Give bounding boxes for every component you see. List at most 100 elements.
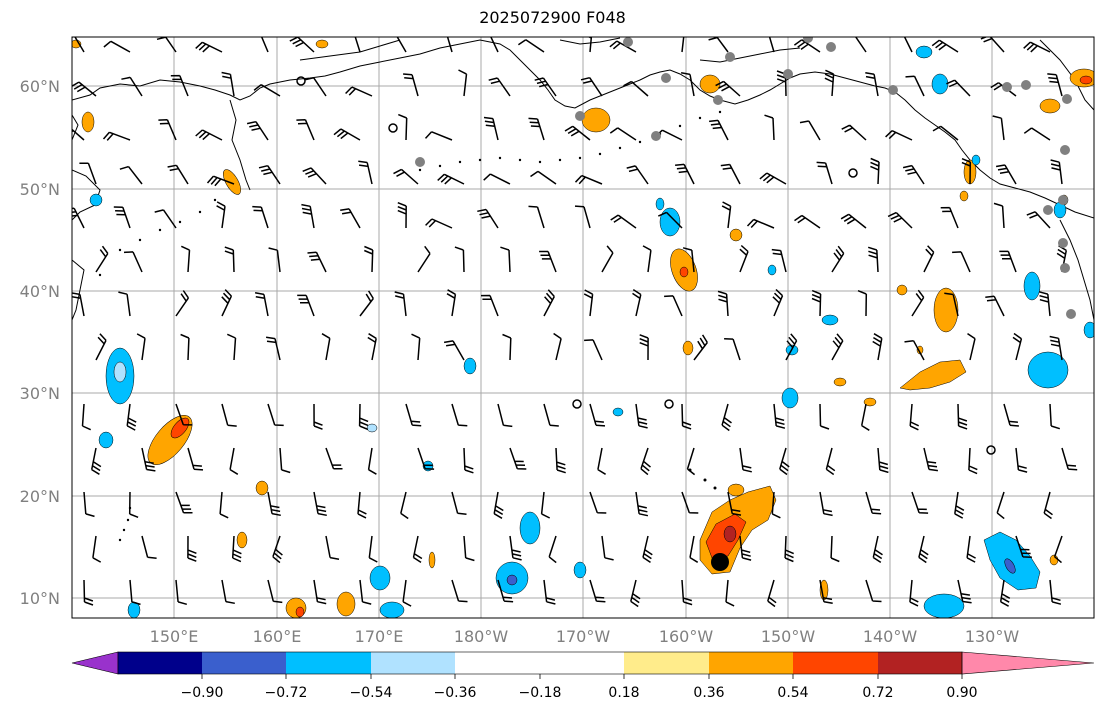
wind-barb xyxy=(589,403,606,427)
wind-barb xyxy=(872,333,883,361)
wind-barbs xyxy=(72,37,1078,608)
wind-barb xyxy=(129,579,141,606)
wind-barb xyxy=(681,403,692,430)
wind-barb xyxy=(252,205,269,229)
lon-label: 170°E xyxy=(355,627,404,646)
station-marker[interactable] xyxy=(1060,263,1070,273)
wind-barb xyxy=(727,491,742,516)
wind-barb xyxy=(265,336,281,361)
map-title: 2025072900 F048 xyxy=(479,8,626,27)
station-marker[interactable] xyxy=(1058,195,1068,205)
colorbar-segment xyxy=(793,652,878,674)
wind-barb xyxy=(564,125,591,141)
wind-barb xyxy=(216,201,226,229)
wind-barb xyxy=(841,124,867,141)
wind-barb xyxy=(358,403,369,431)
wind-barb xyxy=(966,535,976,563)
lon-label: 180°W xyxy=(454,627,509,646)
station-marker[interactable] xyxy=(1043,205,1053,215)
wind-barb xyxy=(154,209,177,229)
wind-barb xyxy=(739,447,752,473)
colorbar-tick-label: 0.72 xyxy=(862,685,893,701)
wind-barb xyxy=(877,447,889,474)
wind-barb xyxy=(957,403,968,430)
wind-barb xyxy=(1023,41,1051,53)
wind-barb xyxy=(867,246,879,273)
wind-barb xyxy=(528,117,545,141)
wind-barb xyxy=(528,205,545,229)
station-marker[interactable] xyxy=(1062,94,1072,104)
wind-barb xyxy=(1061,447,1078,471)
lon-label: 170°W xyxy=(556,627,611,646)
colorbar-tick-label: 0.18 xyxy=(608,685,639,701)
wind-barb xyxy=(583,289,594,317)
lat-axis-labels: 60°N 50°N 40°N 30°N 20°N 10°N xyxy=(20,77,60,608)
station-marker[interactable] xyxy=(623,37,633,47)
coastlines xyxy=(72,37,1094,321)
wind-barb xyxy=(610,214,637,229)
wind-barb xyxy=(229,447,239,475)
station-marker[interactable] xyxy=(415,157,425,167)
wind-barb xyxy=(313,491,327,517)
wind-barb xyxy=(1003,403,1019,427)
station-marker[interactable] xyxy=(725,52,735,62)
wind-barb xyxy=(865,491,882,515)
wind-barb xyxy=(403,73,419,97)
station-marker[interactable] xyxy=(661,73,671,83)
wind-barb xyxy=(543,403,559,427)
station-marker[interactable] xyxy=(651,131,661,141)
wind-barb xyxy=(301,203,315,229)
wind-barb xyxy=(95,333,107,361)
wind-barb xyxy=(443,340,465,361)
wind-barb xyxy=(1053,535,1063,564)
station-marker[interactable] xyxy=(803,33,813,43)
lon-axis-labels: 150°E 160°E 170°E 180°W 170°W 160°W 150°… xyxy=(150,627,1020,646)
wind-barb xyxy=(957,579,972,604)
wind-barb xyxy=(92,535,102,563)
station-marker[interactable] xyxy=(783,69,793,79)
station-marker[interactable] xyxy=(888,85,898,95)
station-marker-highlight[interactable] xyxy=(711,553,729,571)
gridlines xyxy=(72,37,1094,618)
wind-barb xyxy=(854,37,867,53)
station-marker[interactable] xyxy=(575,111,585,121)
wind-barb xyxy=(483,173,511,185)
wind-barb xyxy=(642,535,653,564)
wind-barb xyxy=(589,491,607,514)
wind-barb xyxy=(481,37,499,53)
wind-barb xyxy=(940,206,959,229)
wind-barb xyxy=(90,447,102,475)
station-marker[interactable] xyxy=(713,95,723,105)
wind-barb xyxy=(502,333,512,361)
wind-barb xyxy=(1038,291,1051,317)
wind-barb xyxy=(180,333,190,361)
wind-barb xyxy=(493,491,504,519)
station-marker[interactable] xyxy=(826,42,836,52)
wind-barb xyxy=(412,535,423,564)
station-marker[interactable] xyxy=(1021,80,1031,90)
wind-barb xyxy=(931,39,959,53)
wind-barb xyxy=(885,130,913,141)
wind-barb xyxy=(860,403,870,431)
wind-barb xyxy=(794,214,821,229)
colorbar-tick-label: −0.18 xyxy=(519,685,562,701)
wind-barb xyxy=(195,129,223,141)
wind-barb xyxy=(158,119,177,141)
wind-barb xyxy=(999,250,1017,273)
wind-barb xyxy=(681,37,685,53)
wind-barb xyxy=(865,71,879,97)
wind-barb xyxy=(313,403,323,430)
station-marker[interactable] xyxy=(1066,309,1076,319)
wind-barb xyxy=(126,403,137,431)
wind-barb xyxy=(1026,211,1051,229)
wind-barb xyxy=(739,535,752,561)
wind-barb xyxy=(831,333,844,361)
station-marker[interactable] xyxy=(1002,82,1012,92)
station-marker[interactable] xyxy=(1060,145,1070,155)
wind-barb xyxy=(500,246,511,273)
station-marker[interactable] xyxy=(1058,238,1068,248)
wind-barb xyxy=(530,170,557,185)
wind-barb xyxy=(1012,332,1023,361)
wind-barb xyxy=(358,160,373,185)
wind-barb xyxy=(405,403,422,427)
